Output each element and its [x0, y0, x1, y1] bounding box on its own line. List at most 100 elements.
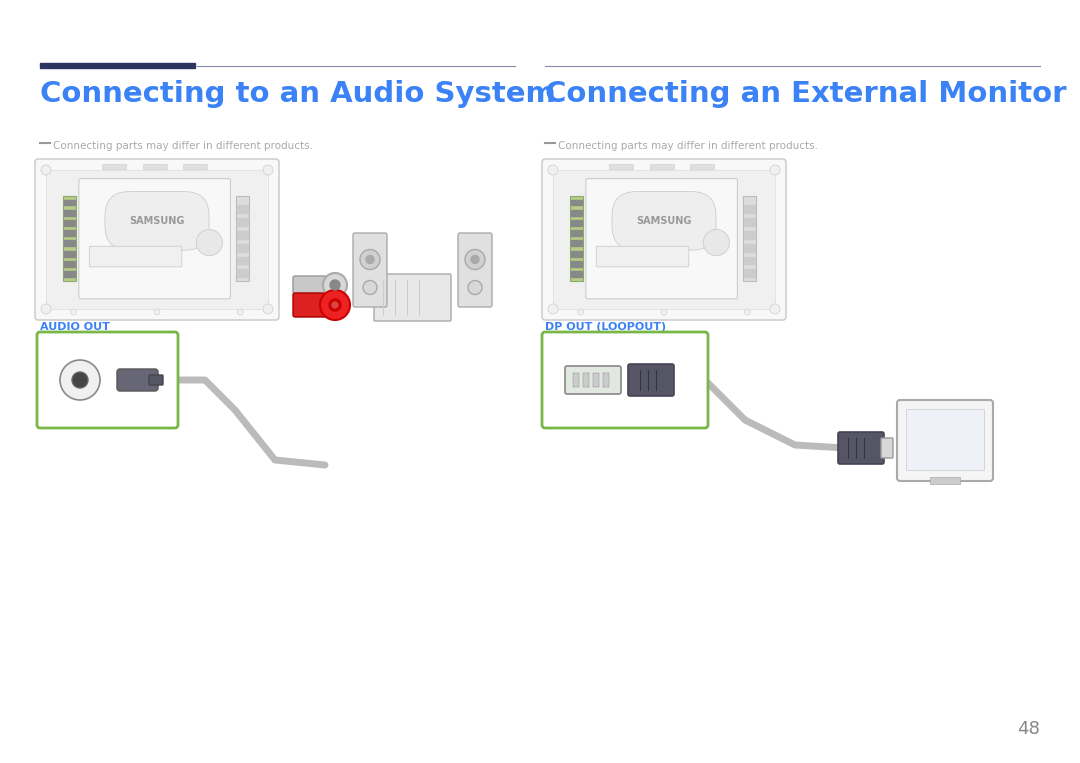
Circle shape	[360, 250, 380, 269]
Text: Connecting to an Audio System: Connecting to an Audio System	[40, 80, 556, 108]
Bar	[743, 256, 755, 264]
Circle shape	[770, 304, 780, 314]
Bar	[64, 210, 76, 216]
Circle shape	[197, 230, 222, 256]
FancyBboxPatch shape	[149, 375, 163, 385]
Bar	[143, 164, 166, 169]
Text: AUDIO OUT: AUDIO OUT	[40, 322, 110, 332]
Circle shape	[548, 165, 558, 175]
Circle shape	[264, 304, 273, 314]
Bar	[184, 164, 207, 169]
Circle shape	[154, 309, 160, 315]
Circle shape	[471, 256, 480, 263]
Bar	[237, 218, 247, 226]
Circle shape	[363, 281, 377, 295]
Circle shape	[578, 309, 583, 315]
FancyBboxPatch shape	[542, 332, 708, 428]
FancyBboxPatch shape	[293, 276, 327, 294]
Circle shape	[320, 290, 350, 320]
Bar	[46, 170, 268, 309]
Circle shape	[332, 302, 338, 308]
Bar	[64, 199, 76, 205]
Circle shape	[60, 360, 100, 400]
FancyBboxPatch shape	[374, 274, 451, 321]
Bar	[64, 230, 76, 237]
Circle shape	[465, 250, 485, 269]
Bar	[743, 244, 755, 252]
Bar	[571, 230, 582, 237]
Bar	[40, 63, 195, 68]
FancyBboxPatch shape	[596, 246, 689, 267]
Text: SAMSUNG: SAMSUNG	[636, 216, 691, 226]
Bar	[571, 240, 582, 246]
Circle shape	[366, 256, 374, 263]
Circle shape	[770, 165, 780, 175]
Circle shape	[468, 281, 482, 295]
Bar	[553, 170, 775, 309]
Text: 48: 48	[1017, 720, 1040, 738]
Bar	[237, 256, 247, 264]
Bar	[571, 261, 582, 267]
Bar	[63, 196, 76, 282]
Bar	[743, 269, 755, 277]
Bar	[64, 271, 76, 277]
Circle shape	[70, 309, 77, 315]
Circle shape	[264, 165, 273, 175]
Bar	[603, 373, 609, 387]
Bar	[571, 220, 582, 226]
Circle shape	[661, 309, 667, 315]
Bar	[573, 373, 579, 387]
FancyBboxPatch shape	[117, 369, 158, 391]
Bar	[64, 240, 76, 246]
FancyBboxPatch shape	[90, 246, 181, 267]
Bar	[609, 164, 633, 169]
Bar	[743, 205, 755, 213]
FancyBboxPatch shape	[897, 400, 993, 481]
FancyBboxPatch shape	[458, 233, 492, 307]
FancyBboxPatch shape	[627, 364, 674, 396]
Bar	[743, 218, 755, 226]
Circle shape	[41, 304, 51, 314]
Circle shape	[703, 230, 729, 256]
FancyBboxPatch shape	[79, 179, 230, 299]
Circle shape	[548, 304, 558, 314]
Bar	[583, 373, 589, 387]
Bar	[237, 269, 247, 277]
Text: Connecting parts may differ in different products.: Connecting parts may differ in different…	[558, 141, 818, 151]
Circle shape	[323, 273, 347, 297]
FancyBboxPatch shape	[881, 438, 893, 458]
Circle shape	[41, 165, 51, 175]
Bar	[690, 164, 714, 169]
FancyBboxPatch shape	[353, 233, 387, 307]
Bar	[743, 196, 756, 282]
Bar	[235, 196, 248, 282]
Text: SAMSUNG: SAMSUNG	[130, 216, 185, 226]
Circle shape	[744, 309, 751, 315]
Text: Connecting an External Monitor: Connecting an External Monitor	[545, 80, 1067, 108]
FancyBboxPatch shape	[542, 159, 786, 320]
Bar	[64, 251, 76, 256]
FancyBboxPatch shape	[838, 432, 885, 464]
Bar	[64, 261, 76, 267]
Bar	[237, 244, 247, 252]
Bar	[571, 210, 582, 216]
FancyBboxPatch shape	[565, 366, 621, 394]
Bar	[571, 199, 582, 205]
Text: DP OUT (LOOPOUT): DP OUT (LOOPOUT)	[545, 322, 666, 332]
Circle shape	[238, 309, 243, 315]
Bar	[593, 373, 599, 387]
Circle shape	[329, 299, 341, 311]
Bar	[570, 196, 583, 282]
FancyBboxPatch shape	[585, 179, 738, 299]
FancyBboxPatch shape	[35, 159, 279, 320]
Bar	[650, 164, 674, 169]
Bar	[237, 231, 247, 239]
Bar	[930, 477, 960, 484]
Bar	[743, 231, 755, 239]
FancyBboxPatch shape	[293, 293, 327, 317]
Bar	[571, 271, 582, 277]
Circle shape	[330, 280, 340, 290]
Bar	[906, 409, 984, 470]
Circle shape	[72, 372, 87, 388]
Text: Connecting parts may differ in different products.: Connecting parts may differ in different…	[53, 141, 313, 151]
